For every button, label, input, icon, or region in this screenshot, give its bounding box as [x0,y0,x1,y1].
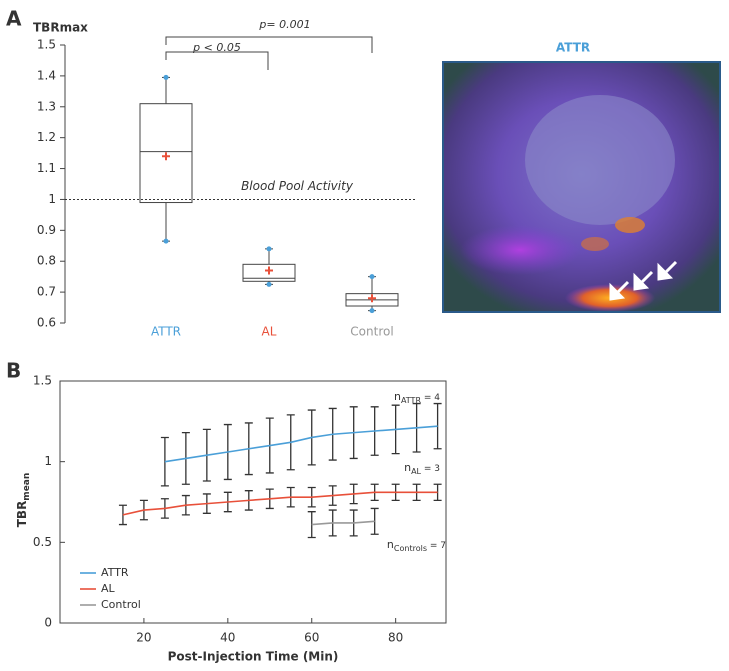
series-line [122,491,438,516]
error-bar [307,511,316,539]
extreme-point [163,74,169,80]
error-bar [433,483,442,502]
y-tick-label: 1 [48,192,56,206]
x-tick-label: 40 [220,631,235,645]
scan-image [442,61,721,313]
x-tick-label: 80 [388,631,403,645]
mean-marker [265,266,273,275]
y-tick-label: 1.4 [37,68,56,82]
error-bar [370,507,379,535]
reference-label: Blood Pool Activity [241,179,354,193]
category-label: AL [262,325,277,339]
y-tick-label: 1.5 [37,38,56,52]
mean-marker [162,152,170,161]
extreme-point [266,246,272,252]
box [242,263,296,282]
y-label-text: TBR [15,501,29,528]
y-tick-label: 1 [44,454,52,468]
error-bar [433,402,442,450]
n-rest: = 4 [421,393,440,403]
n-text: n [394,390,401,403]
extreme-point [369,308,375,314]
annotation: p= 0.001 [258,18,310,31]
series-line [164,425,438,463]
n-sub: ATTR [401,396,421,405]
panel-label: B [6,359,21,383]
y-axis-label: TBRmean [15,473,32,528]
n-label: nControls = 7 [387,538,446,553]
x-axis-label: Post-Injection Time (Min) [168,650,339,664]
n-text: n [404,461,411,474]
extreme-point [266,281,272,287]
n-sub: Controls [394,544,427,553]
y-tick-label: 1.3 [37,99,56,113]
bracket [165,51,269,70]
extreme-point [369,274,375,280]
legend-label: Control [101,598,141,611]
category-label: ATTR [151,325,181,339]
mean-marker [368,294,376,303]
n-rest: = 7 [427,541,446,551]
annotation: p < 0.05 [192,41,241,54]
n-rest: = 3 [421,464,440,474]
y-tick-label: 0.9 [37,223,56,237]
category-label: Control [350,325,393,339]
y-tick-label: 1.2 [37,130,56,144]
legend-label: AL [101,582,116,595]
n-label: nATTR = 4 [394,390,440,405]
legend-label: ATTR [101,566,129,579]
y-tick-label: 0.5 [33,535,52,549]
n-text: n [387,538,394,551]
n-sub: AL [411,467,421,476]
panel-label: A [6,7,22,31]
error-bar [160,436,169,487]
extreme-point [163,238,169,244]
bracket [165,36,373,53]
y-tick-label: 0.8 [37,254,56,268]
plot-frame [59,380,447,624]
box [139,103,193,204]
y-axis-label: TBRmax [33,21,88,35]
image-title: ATTR [556,41,590,55]
x-tick-label: 60 [304,631,319,645]
n-label: nAL = 3 [404,461,440,476]
x-tick-label: 20 [136,631,151,645]
series-line [311,520,375,526]
y-label-sub: mean [22,473,32,501]
y-tick-label: 0 [44,616,52,630]
y-tick-label: 1.1 [37,161,56,175]
y-tick-label: 0.6 [37,316,56,330]
y-tick-label: 1.5 [33,374,52,388]
y-tick-label: 0.7 [37,285,56,299]
